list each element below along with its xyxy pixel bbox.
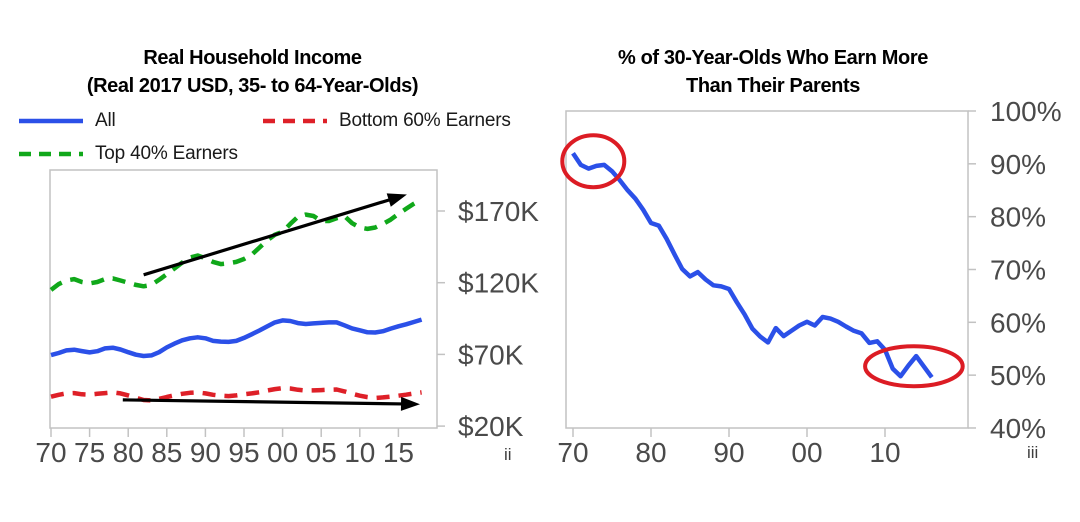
x-tick-label: 00 xyxy=(267,437,298,468)
x-tick-label: 70 xyxy=(35,437,66,468)
x-tick-label: 05 xyxy=(306,437,337,468)
x-tick-label: 75 xyxy=(74,437,105,468)
x-tick-label: 95 xyxy=(228,437,259,468)
x-axis-ticks: 70 80 90 00 10 xyxy=(557,428,901,468)
y-tick-label: 40% xyxy=(990,413,1046,444)
line-earn-more-share xyxy=(571,152,934,379)
household-income-chart: Real Household Income (Real 2017 USD, 35… xyxy=(0,44,539,468)
y-tick-label: $20K xyxy=(458,411,524,442)
legend-item-all: All xyxy=(18,110,116,132)
x-tick-label: 85 xyxy=(151,437,182,468)
y-tick-label: 50% xyxy=(990,360,1046,391)
x-tick-label: 80 xyxy=(635,437,666,468)
mobility-chart-plot: 100% 90% 80% 70% 60% 50% 40% 70 80 90 00 10 xyxy=(557,96,1062,468)
footnote-marker-ii: ii xyxy=(504,445,512,464)
y-tick-label: 90% xyxy=(990,149,1046,180)
x-tick-label: 10 xyxy=(869,437,900,468)
highlight-ellipse xyxy=(560,133,627,190)
y-tick-label: $170K xyxy=(458,196,539,227)
arrowhead-icon xyxy=(386,193,407,207)
plot-area xyxy=(565,110,969,429)
x-axis-ticks: 70 75 80 85 90 95 00 05 10 15 xyxy=(35,428,414,468)
income-chart-title: Real Household Income (Real 2017 USD, 35… xyxy=(0,44,505,100)
x-tick-label: 80 xyxy=(113,437,144,468)
earn-more-than-parents-chart: % of 30-Year-Olds Who Earn More Than The… xyxy=(540,0,1080,522)
x-tick-label: 15 xyxy=(383,437,414,468)
y-tick-label: 80% xyxy=(990,202,1046,233)
all-line-swatch-icon xyxy=(19,118,83,124)
arrowhead-icon xyxy=(400,396,420,411)
legend-item-bottom60: Bottom 60% Earners xyxy=(262,110,511,132)
mobility-chart-title: % of 30-Year-Olds Who Earn More Than The… xyxy=(540,44,1006,100)
trend-arrow xyxy=(143,193,407,277)
legend-label-all: All xyxy=(95,110,116,131)
income-chart-title-line2: (Real 2017 USD, 35- to 64-Year-Olds) xyxy=(86,75,419,97)
mobility-chart-title-line2: Than Their Parents xyxy=(686,75,860,97)
bottom60-line-swatch-icon xyxy=(263,118,327,124)
line-top-40 xyxy=(49,197,423,292)
x-tick-label: 10 xyxy=(344,437,375,468)
footnote-marker-iii: iii xyxy=(1027,443,1039,462)
line-bottom-60 xyxy=(50,385,422,403)
y-tick-label: $120K xyxy=(458,268,539,299)
highlight-ellipse xyxy=(863,344,965,389)
legend-item-top40: Top 40% Earners xyxy=(18,143,238,165)
x-tick-label: 00 xyxy=(791,437,822,468)
x-tick-label: 90 xyxy=(190,437,221,468)
y-axis-ticks: 100% 90% 80% 70% 60% 50% 40% xyxy=(968,96,1062,444)
y-axis-ticks: $170K $120K $70K $20K xyxy=(437,196,539,442)
y-tick-label: 70% xyxy=(990,254,1046,285)
plot-area xyxy=(49,169,438,429)
y-tick-label: 60% xyxy=(990,307,1046,338)
x-tick-label: 70 xyxy=(557,437,588,468)
legend-label-top40: Top 40% Earners xyxy=(95,143,238,164)
y-tick-label: 100% xyxy=(990,96,1062,127)
y-tick-label: $70K xyxy=(458,339,524,370)
top40-line-swatch-icon xyxy=(19,151,83,157)
mobility-chart-title-line1: % of 30-Year-Olds Who Earn More xyxy=(618,47,928,69)
trend-arrow xyxy=(122,396,420,411)
income-chart-title-line1: Real Household Income xyxy=(143,47,362,69)
legend-label-bottom60: Bottom 60% Earners xyxy=(339,110,511,131)
line-all xyxy=(50,317,423,359)
x-tick-label: 90 xyxy=(713,437,744,468)
